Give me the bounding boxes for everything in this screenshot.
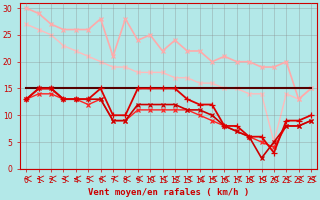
X-axis label: Vent moyen/en rafales ( km/h ): Vent moyen/en rafales ( km/h ) [88,188,249,197]
